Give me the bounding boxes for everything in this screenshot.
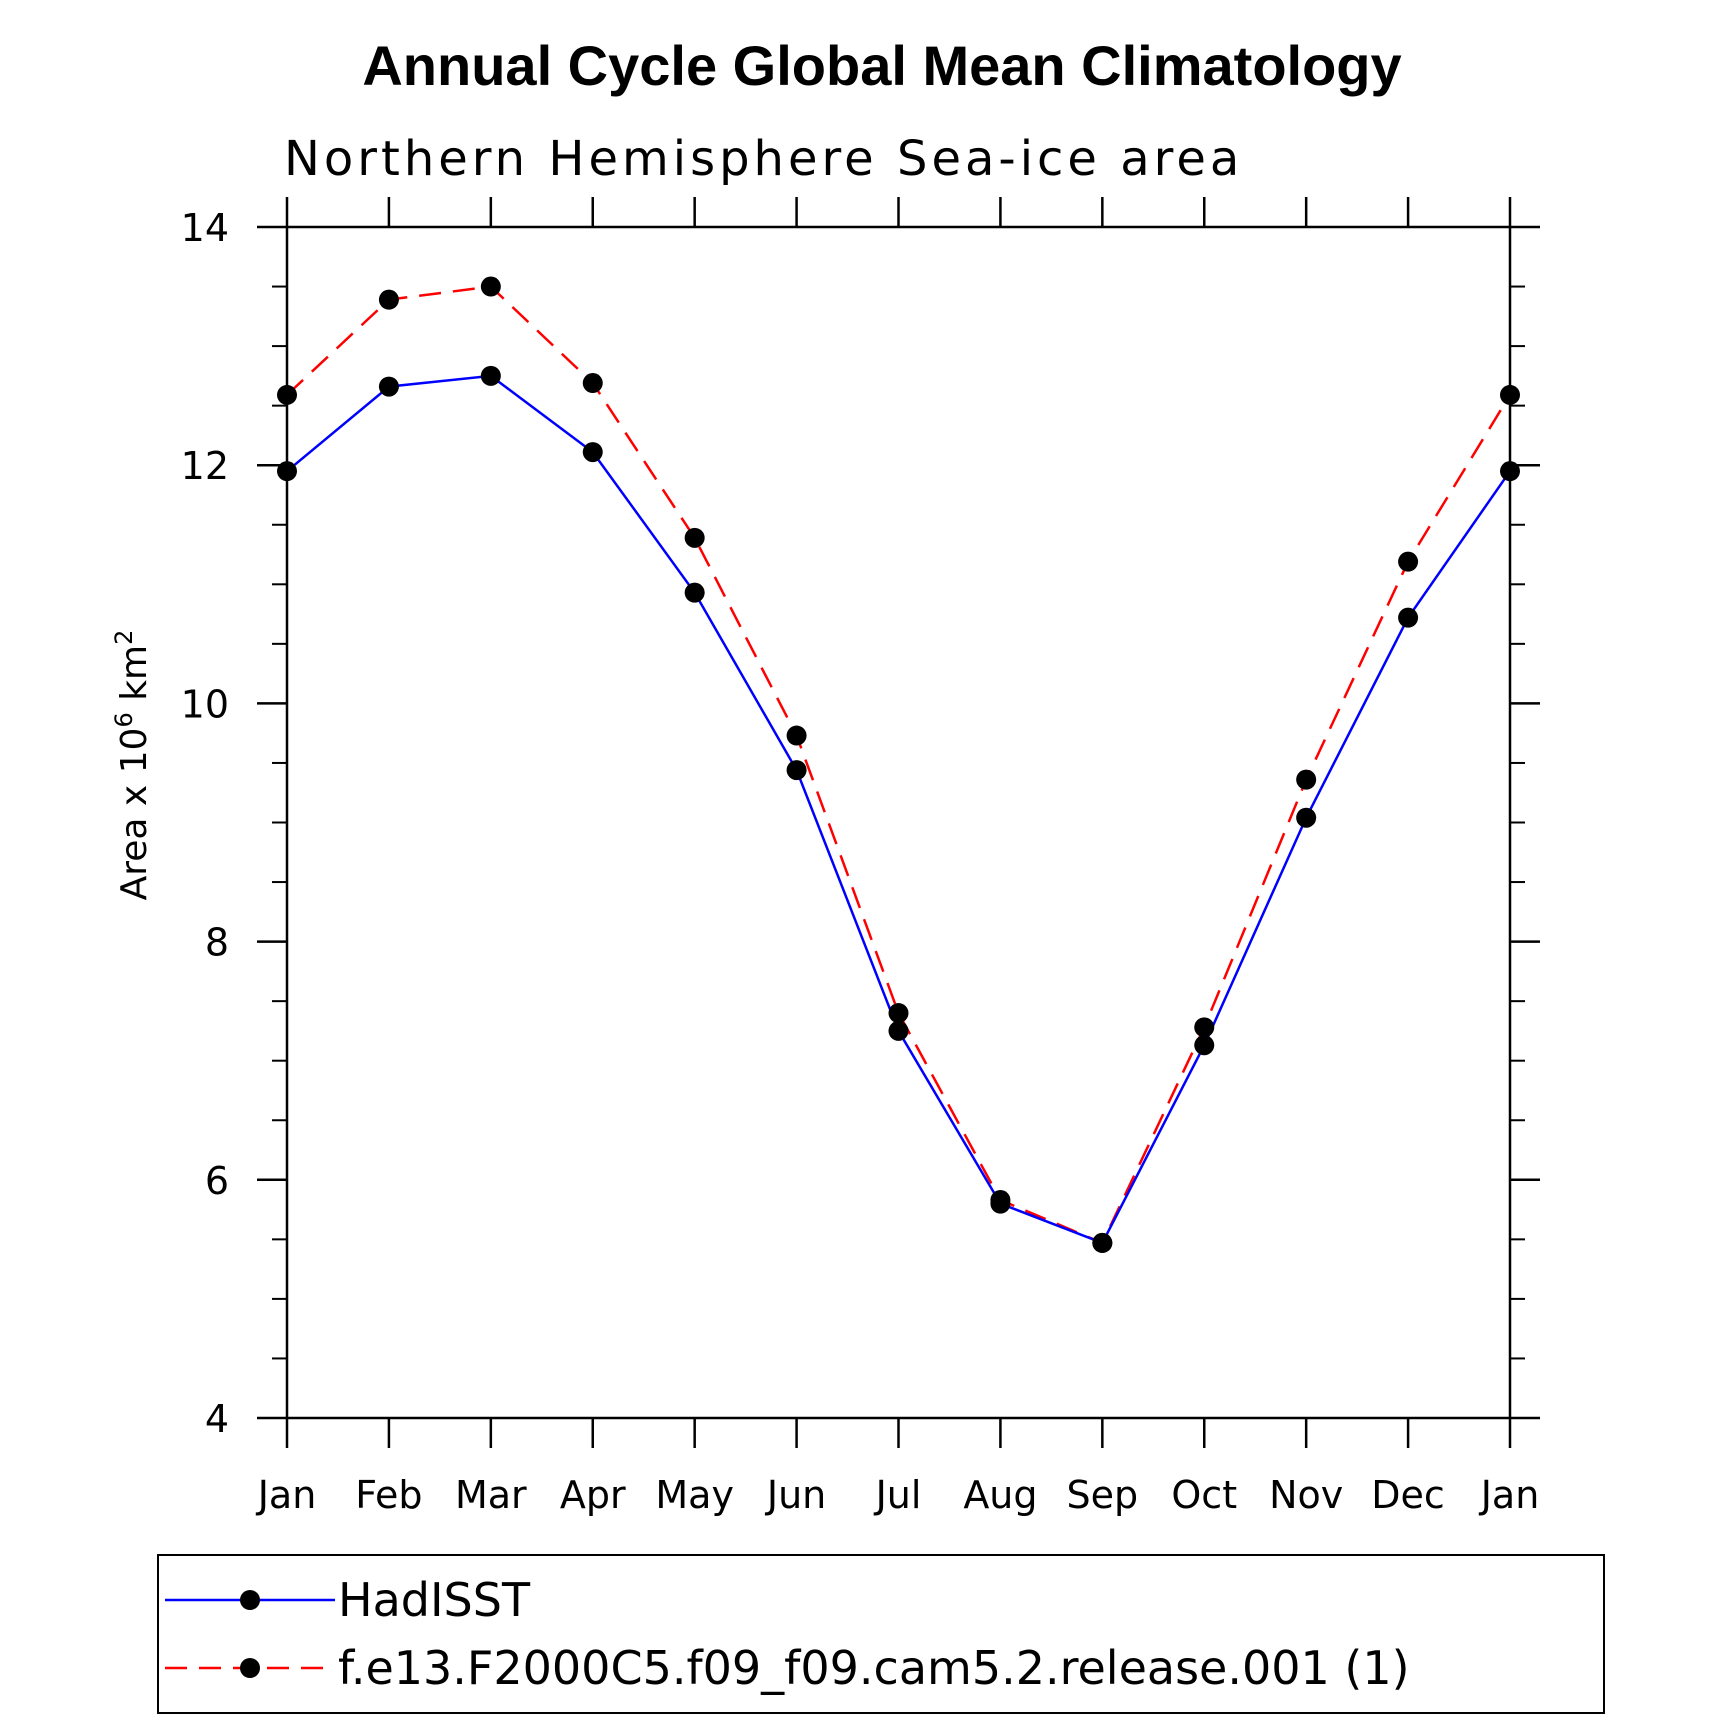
- x-tick-label: Sep: [1067, 1473, 1139, 1517]
- y-tick-label: 8: [205, 921, 229, 965]
- axes: 4 6 8 10 12 14 Jan Feb Mar Apr May Jun Jul Aug Sep Oct N…: [181, 197, 1540, 1517]
- y-axis-label-prefix: Area x 10: [114, 728, 155, 901]
- x-tick-label: Apr: [560, 1473, 626, 1517]
- data-point: [1296, 769, 1317, 790]
- data-point: [1398, 607, 1419, 628]
- x-tick-label: Jul: [874, 1473, 922, 1517]
- series-line: [286, 374, 1512, 1245]
- chart-title: Annual Cycle Global Mean Climatology: [362, 34, 1401, 97]
- y-tick-label: 6: [205, 1159, 229, 1203]
- chart-subtitle: Northern Hemisphere Sea-ice area: [284, 131, 1243, 187]
- plot-frame: [285, 225, 1512, 1420]
- x-tick-label: Jun: [765, 1473, 826, 1517]
- x-tick-label: Oct: [1171, 1473, 1237, 1517]
- x-tick-label: Jan: [256, 1473, 317, 1517]
- y-tick-label: 4: [205, 1397, 229, 1441]
- series-layer: [286, 285, 1512, 1245]
- legend-marker: [240, 1590, 260, 1610]
- data-point: [480, 276, 501, 297]
- y-tick-label: 14: [181, 206, 229, 250]
- data-point: [1194, 1035, 1215, 1056]
- data-point: [582, 373, 603, 394]
- data-point: [786, 725, 807, 746]
- data-point: [786, 760, 807, 781]
- x-tick-label: Aug: [963, 1473, 1037, 1517]
- data-point: [277, 384, 297, 405]
- data-point: [990, 1190, 1011, 1211]
- y-tick-label: 10: [181, 682, 229, 726]
- data-point: [1500, 384, 1520, 405]
- data-point: [480, 365, 501, 386]
- data-point: [582, 442, 603, 463]
- x-tick-label: Nov: [1269, 1473, 1343, 1517]
- y-axis-label-unit: km: [114, 645, 155, 712]
- legend-label: f.e13.F2000C5.f09_f09.cam5.2.release.001…: [338, 1641, 1410, 1695]
- y-axis-label-exp: 6: [110, 712, 138, 727]
- data-point: [1296, 807, 1317, 828]
- data-point: [684, 582, 705, 603]
- data-point: [1092, 1232, 1113, 1253]
- y-axis-label-unit-exp: 2: [110, 630, 138, 645]
- data-point: [888, 1020, 909, 1041]
- data-point: [1500, 461, 1520, 482]
- legend-marker: [240, 1658, 260, 1678]
- data-point: [888, 1003, 909, 1024]
- y-tick-label: 12: [181, 444, 229, 488]
- data-point: [277, 461, 297, 482]
- x-tick-label: Feb: [355, 1473, 422, 1517]
- x-tick-label: Dec: [1371, 1473, 1445, 1517]
- x-tick-label: Mar: [455, 1473, 527, 1517]
- y-axis-label: Area x 106 km2: [110, 630, 155, 901]
- legend-label: HadISST: [338, 1573, 531, 1627]
- data-point: [1194, 1017, 1215, 1038]
- data-point: [378, 376, 399, 397]
- marker-layer: [277, 276, 1520, 1253]
- x-tick-label: May: [655, 1473, 734, 1517]
- legend-box: [157, 1554, 1605, 1714]
- data-point: [684, 527, 705, 548]
- x-tick-label: Jan: [1479, 1473, 1540, 1517]
- data-point: [1398, 551, 1419, 572]
- series-line: [286, 285, 1512, 1245]
- data-point: [378, 289, 399, 310]
- legend: HadISST f.e13.F2000C5.f09_f09.cam5.2.rele…: [157, 1554, 1605, 1714]
